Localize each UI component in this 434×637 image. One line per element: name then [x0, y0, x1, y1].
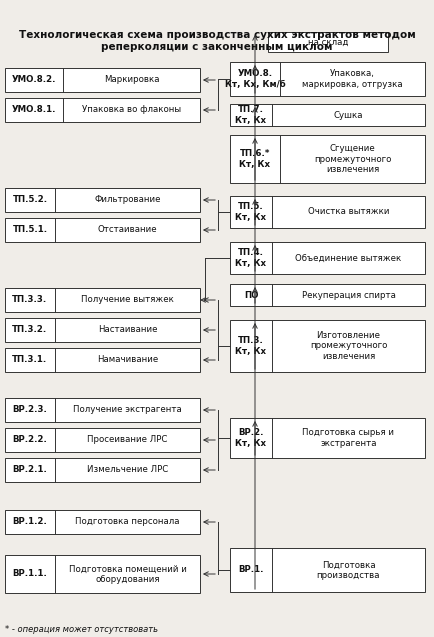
Text: Маркировка: Маркировка	[104, 76, 159, 85]
Bar	[5, 428, 200, 452]
Bar	[5, 218, 200, 242]
Text: Подготовка сырья и
экстрагента: Подготовка сырья и экстрагента	[302, 429, 394, 448]
Text: Подготовка
производства: Подготовка производства	[316, 561, 379, 580]
Bar	[5, 98, 200, 122]
Text: Подготовка помещений и
оборудования: Подготовка помещений и оборудования	[69, 564, 186, 583]
Text: УМО.8.2.: УМО.8.2.	[12, 76, 56, 85]
Text: ВР.1.: ВР.1.	[238, 566, 263, 575]
Text: Отстаивание: Отстаивание	[98, 225, 157, 234]
Text: УМО.8.
Кт, Кх, Км/б: УМО.8. Кт, Кх, Км/б	[224, 69, 285, 89]
Text: ТП.6.*
Кт, Кх: ТП.6.* Кт, Кх	[239, 150, 270, 169]
Bar	[5, 398, 200, 422]
Bar	[5, 68, 200, 92]
Bar	[5, 458, 200, 482]
Text: Очистка вытяжки: Очистка вытяжки	[307, 208, 388, 217]
Text: ТП.5.1.: ТП.5.1.	[13, 225, 47, 234]
Bar	[5, 318, 200, 342]
Text: Настаивание: Настаивание	[98, 326, 157, 334]
Text: ВР.2.3.: ВР.2.3.	[13, 406, 47, 415]
Text: Технологическая схема производства сухих экстрактов методом
реперколяции с закон: Технологическая схема производства сухих…	[19, 30, 414, 52]
Text: Просеивание ЛРС: Просеивание ЛРС	[87, 436, 167, 445]
Bar	[230, 284, 424, 306]
Text: Упаковка,
маркировка, отгрузка: Упаковка, маркировка, отгрузка	[302, 69, 402, 89]
Bar	[230, 62, 424, 96]
Text: ВР.2.2.: ВР.2.2.	[13, 436, 47, 445]
Text: ВР.2.
Кт, Кх: ВР.2. Кт, Кх	[235, 429, 266, 448]
Bar	[5, 348, 200, 372]
Text: * - операция может отсутствовать: * - операция может отсутствовать	[5, 625, 158, 634]
Text: Подготовка персонала: Подготовка персонала	[75, 517, 179, 527]
Bar	[230, 242, 424, 274]
Text: Изготовление
промежуточного
извлечения: Изготовление промежуточного извлечения	[309, 331, 386, 361]
Text: Получение экстрагента: Получение экстрагента	[73, 406, 181, 415]
Text: Объединение вытяжек: Объединение вытяжек	[295, 254, 401, 262]
Text: ТП.3.1.: ТП.3.1.	[12, 355, 47, 364]
Text: ВР.1.2.: ВР.1.2.	[13, 517, 47, 527]
Text: ПО: ПО	[243, 290, 258, 299]
Bar	[230, 418, 424, 458]
Text: Сгущение
промежуточного
извлечения: Сгущение промежуточного извлечения	[313, 145, 390, 173]
Text: ТП.5.2.: ТП.5.2.	[13, 196, 47, 204]
Text: ВР.2.1.: ВР.2.1.	[13, 466, 47, 475]
Text: Получение вытяжек: Получение вытяжек	[81, 296, 174, 304]
Bar	[230, 320, 424, 372]
Text: Намачивание: Намачивание	[97, 355, 158, 364]
Bar	[5, 510, 200, 534]
Text: Рекуперация спирта: Рекуперация спирта	[301, 290, 395, 299]
Text: УМО.8.1.: УМО.8.1.	[12, 106, 56, 115]
Bar	[5, 288, 200, 312]
Text: Измельчение ЛРС: Измельчение ЛРС	[87, 466, 168, 475]
Text: Упаковка во флаконы: Упаковка во флаконы	[82, 106, 181, 115]
Text: ТП.4.
Кт, Кх: ТП.4. Кт, Кх	[235, 248, 266, 268]
Bar	[230, 196, 424, 228]
Text: ТП.3.3.: ТП.3.3.	[12, 296, 47, 304]
Bar	[5, 555, 200, 593]
Bar	[267, 32, 387, 52]
Text: ТП.3.2.: ТП.3.2.	[12, 326, 47, 334]
Text: ВР.1.1.: ВР.1.1.	[13, 569, 47, 578]
Text: ТП.5.
Кт, Кх: ТП.5. Кт, Кх	[235, 203, 266, 222]
Text: ТП.3.
Кт, Кх: ТП.3. Кт, Кх	[235, 336, 266, 355]
Text: ТП.7.
Кт, Кх: ТП.7. Кт, Кх	[235, 106, 266, 124]
Text: Сушка: Сушка	[333, 110, 362, 120]
Text: на склад: на склад	[307, 38, 348, 47]
Bar	[230, 548, 424, 592]
Bar	[5, 188, 200, 212]
Text: Фильтрование: Фильтрование	[94, 196, 161, 204]
Bar	[230, 135, 424, 183]
Bar	[230, 104, 424, 126]
